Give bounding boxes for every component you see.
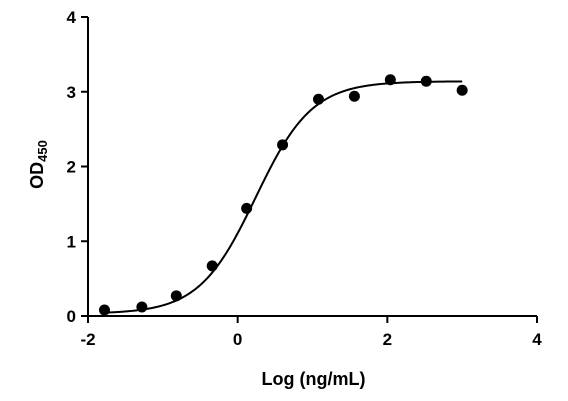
data-point — [98, 304, 110, 316]
y-tick-label: 0 — [67, 307, 76, 326]
data-point — [384, 74, 396, 86]
data-point — [348, 90, 360, 102]
x-axis: -2 0 2 4 — [80, 315, 542, 349]
y-axis-title-subscript: 450 — [35, 140, 50, 162]
x-tick-label: 4 — [532, 330, 542, 349]
data-point — [420, 75, 432, 87]
data-point — [277, 139, 289, 151]
y-tick-label: 1 — [67, 232, 76, 251]
x-axis-title: Log (ng/mL) — [262, 369, 366, 389]
x-tick-label: 2 — [383, 330, 392, 349]
x-ticks: -2 0 2 4 — [80, 316, 542, 349]
y-ticks: 0 1 2 3 4 — [67, 8, 88, 326]
y-axis-title-main: OD — [27, 162, 47, 189]
data-point — [456, 84, 468, 96]
data-point — [170, 290, 182, 302]
data-point — [206, 260, 218, 272]
y-axis: 0 1 2 3 4 — [67, 8, 89, 326]
fit-curve — [104, 80, 463, 314]
x-tick-label: 0 — [233, 330, 242, 349]
data-point — [136, 301, 148, 313]
x-tick-label: -2 — [80, 330, 95, 349]
data-point — [312, 93, 324, 105]
data-point — [241, 202, 253, 214]
data-points — [98, 74, 468, 316]
y-tick-label: 4 — [67, 8, 77, 27]
y-tick-label: 3 — [67, 83, 76, 102]
y-axis-title: OD450 — [27, 140, 50, 189]
y-tick-label: 2 — [67, 158, 76, 177]
